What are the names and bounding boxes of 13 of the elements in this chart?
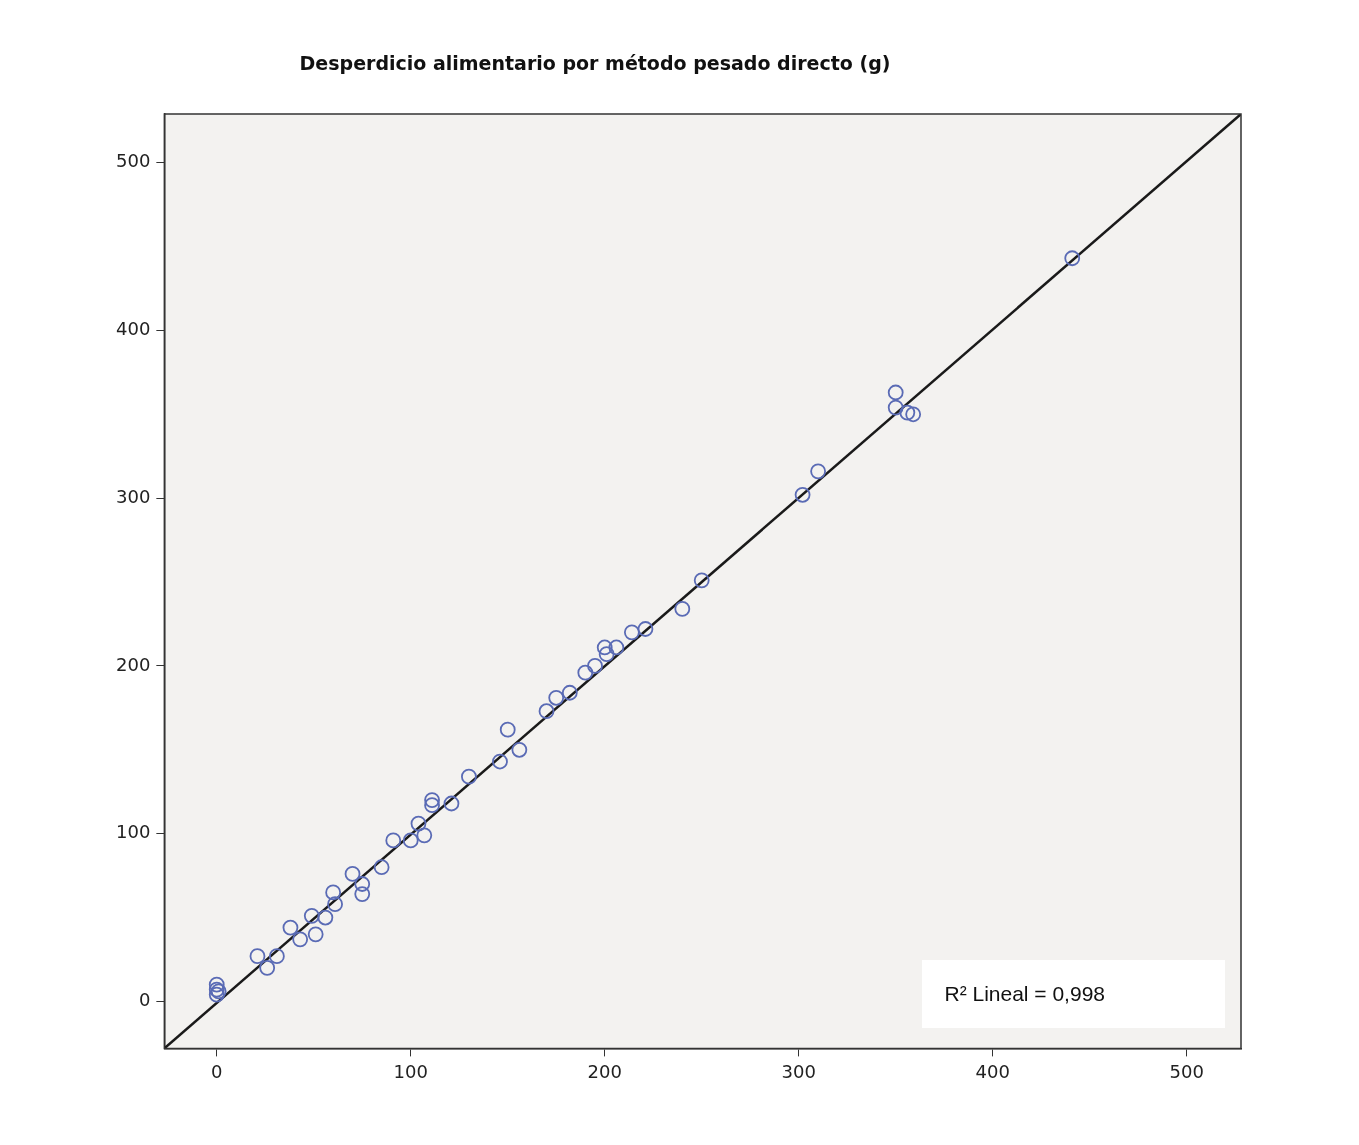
y-tick-label: 400 bbox=[116, 318, 151, 340]
y-tick-label: 0 bbox=[138, 989, 151, 1011]
chart-title: Desperdicio alimentario por método pesado directo (g) bbox=[298, 52, 892, 74]
y-tick-label: 200 bbox=[116, 653, 151, 675]
x-tick-label: 200 bbox=[587, 1060, 622, 1082]
x-tick-label: 400 bbox=[975, 1060, 1010, 1082]
x-tick-label: 100 bbox=[393, 1060, 428, 1082]
y-tick-label: 100 bbox=[116, 821, 151, 843]
y-tick-label: 500 bbox=[116, 150, 151, 172]
x-tick-label: 300 bbox=[781, 1060, 816, 1082]
x-tick-label: 500 bbox=[1169, 1060, 1204, 1082]
x-tick-label: 0 bbox=[211, 1060, 223, 1082]
y-tick-label: 300 bbox=[116, 485, 151, 507]
